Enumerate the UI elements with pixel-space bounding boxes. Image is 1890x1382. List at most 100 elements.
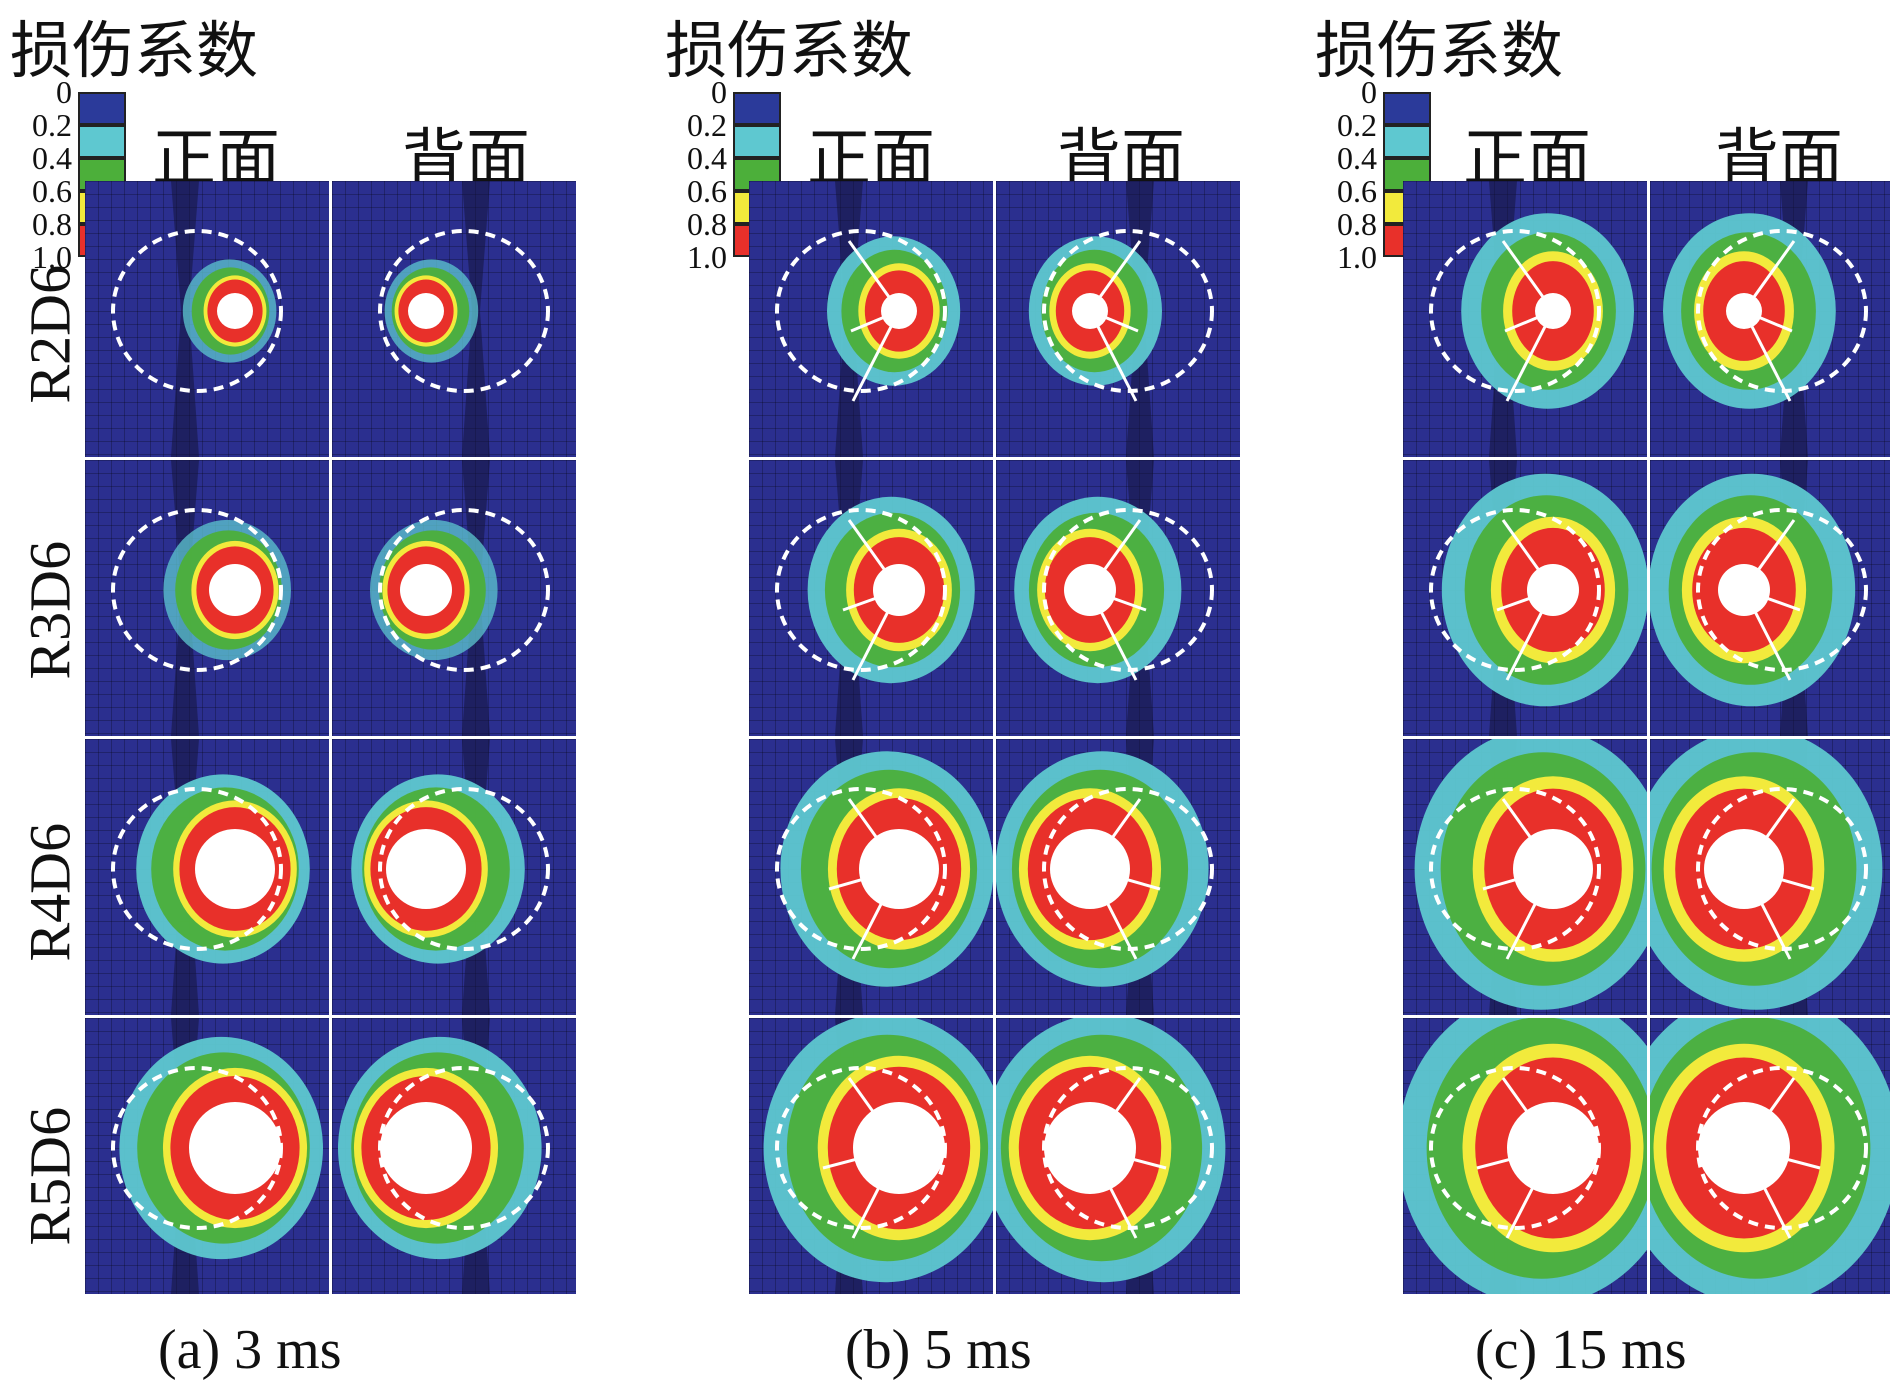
contour-plot [370, 460, 550, 736]
reference-circle [111, 229, 283, 393]
contour-cell [1403, 181, 1647, 457]
legend-title: 损伤系数 [665, 14, 914, 87]
borehole [217, 293, 253, 329]
crack-line [842, 519, 901, 681]
contour-plot [763, 1018, 993, 1294]
crack-line [1476, 1077, 1555, 1239]
contour-plot [338, 1018, 550, 1294]
panel-caption: (c) 15 ms [1475, 1319, 1687, 1381]
reference-circle [111, 508, 283, 672]
contour-plot [1414, 739, 1647, 1015]
colorbar-tick: 1.0 [1337, 239, 1377, 275]
colorbar-tick: 0.8 [1337, 206, 1377, 242]
reference-circle [111, 787, 283, 951]
reference-circle [775, 1066, 947, 1230]
contour-cell [996, 181, 1240, 457]
contour-cell [749, 1018, 993, 1294]
colorbar-tick: 0.4 [1337, 140, 1377, 176]
borehole [400, 564, 452, 616]
contour-plot [1663, 181, 1868, 457]
contour-plot [1429, 460, 1647, 736]
crack-line [1496, 519, 1555, 681]
contour-plot [775, 460, 975, 736]
crack-line [1088, 798, 1161, 960]
contour-plot [996, 739, 1214, 1015]
contour-plot [1650, 1018, 1890, 1294]
contour-cell [996, 1018, 1240, 1294]
colorbar-swatch [1383, 92, 1431, 125]
contour-cell [332, 1018, 576, 1294]
colorbar-swatch [78, 125, 126, 158]
crack-line [1088, 519, 1147, 681]
reference-circle [1429, 1066, 1601, 1230]
contour-cell [85, 460, 329, 736]
colorbar-tick: 0.4 [687, 140, 727, 176]
contour-plot [1014, 460, 1214, 736]
colorbar-tick: 0.2 [1337, 107, 1377, 143]
crack-line [1742, 519, 1801, 681]
borehole [380, 1102, 472, 1194]
contour-plot [1403, 1018, 1647, 1294]
row-label: R2D6 [17, 264, 83, 404]
reference-circle [378, 1066, 550, 1230]
contour-cell [1403, 460, 1647, 736]
crack-line [1501, 240, 1555, 402]
contour-cell [1403, 1018, 1647, 1294]
contour-cell [1650, 460, 1890, 736]
reference-circle [378, 229, 550, 393]
reference-circle [1429, 787, 1601, 951]
borehole [195, 829, 275, 909]
contour-cell [749, 181, 993, 457]
panel-a: 损伤系数 0 0.2 0.4 0.6 0.8 1.0 正面 背面 R2D6 R3… [10, 0, 576, 1382]
crack-line [847, 240, 901, 402]
colorbar-tick: 0 [1361, 74, 1377, 110]
contour-cell [85, 181, 329, 457]
legend-title: 损伤系数 [10, 14, 259, 87]
borehole [408, 293, 444, 329]
contour-plot [775, 181, 961, 457]
borehole [209, 564, 261, 616]
crack-line [1742, 1077, 1821, 1239]
colorbar-tick: 0.6 [32, 173, 72, 209]
contour-cell [996, 460, 1240, 736]
reference-circle [1696, 229, 1868, 393]
contour-cell [1650, 739, 1890, 1015]
contour-plot [996, 1018, 1226, 1294]
crack-line [1742, 798, 1815, 960]
contour-plot [1028, 181, 1214, 457]
contour-cell [1650, 181, 1890, 457]
crack-line [1482, 798, 1555, 960]
reference-circle [1696, 1066, 1868, 1230]
damage-grid [85, 181, 576, 1294]
reference-circle [775, 508, 947, 672]
contour-cell [85, 739, 329, 1015]
contour-cell [749, 460, 993, 736]
contour-cell [996, 739, 1240, 1015]
damage-grid [1403, 181, 1890, 1294]
colorbar-swatch [733, 125, 781, 158]
row-label: R5D6 [17, 1106, 83, 1246]
contour-cell [332, 181, 576, 457]
panel-c: 损伤系数 0 0.2 0.4 0.6 0.8 1.0 正面 背面 (c) 15 … [1315, 0, 1890, 1382]
contour-plot [1429, 181, 1634, 457]
colorbar-swatch [78, 92, 126, 125]
colorbar-tick: 0.6 [1337, 173, 1377, 209]
contour-cell [332, 739, 576, 1015]
reference-circle [1042, 787, 1214, 951]
colorbar-tick: 0.2 [687, 107, 727, 143]
colorbar-tick: 0.2 [32, 107, 72, 143]
colorbar-tick: 0.8 [32, 206, 72, 242]
borehole [189, 1102, 281, 1194]
contour-plot [111, 181, 283, 457]
borehole [386, 829, 466, 909]
crack-line [1742, 240, 1796, 402]
panel-b: 损伤系数 0 0.2 0.4 0.6 0.8 1.0 正面 背面 (b) 5 m… [665, 0, 1240, 1382]
damage-grid [749, 181, 1240, 1294]
contour-cell [1650, 1018, 1890, 1294]
contour-plot [378, 181, 550, 457]
contour-plot [111, 1018, 323, 1294]
reference-circle [1696, 787, 1868, 951]
contour-plot [351, 739, 550, 1015]
row-label: R3D6 [17, 540, 83, 680]
contour-plot [1650, 739, 1883, 1015]
